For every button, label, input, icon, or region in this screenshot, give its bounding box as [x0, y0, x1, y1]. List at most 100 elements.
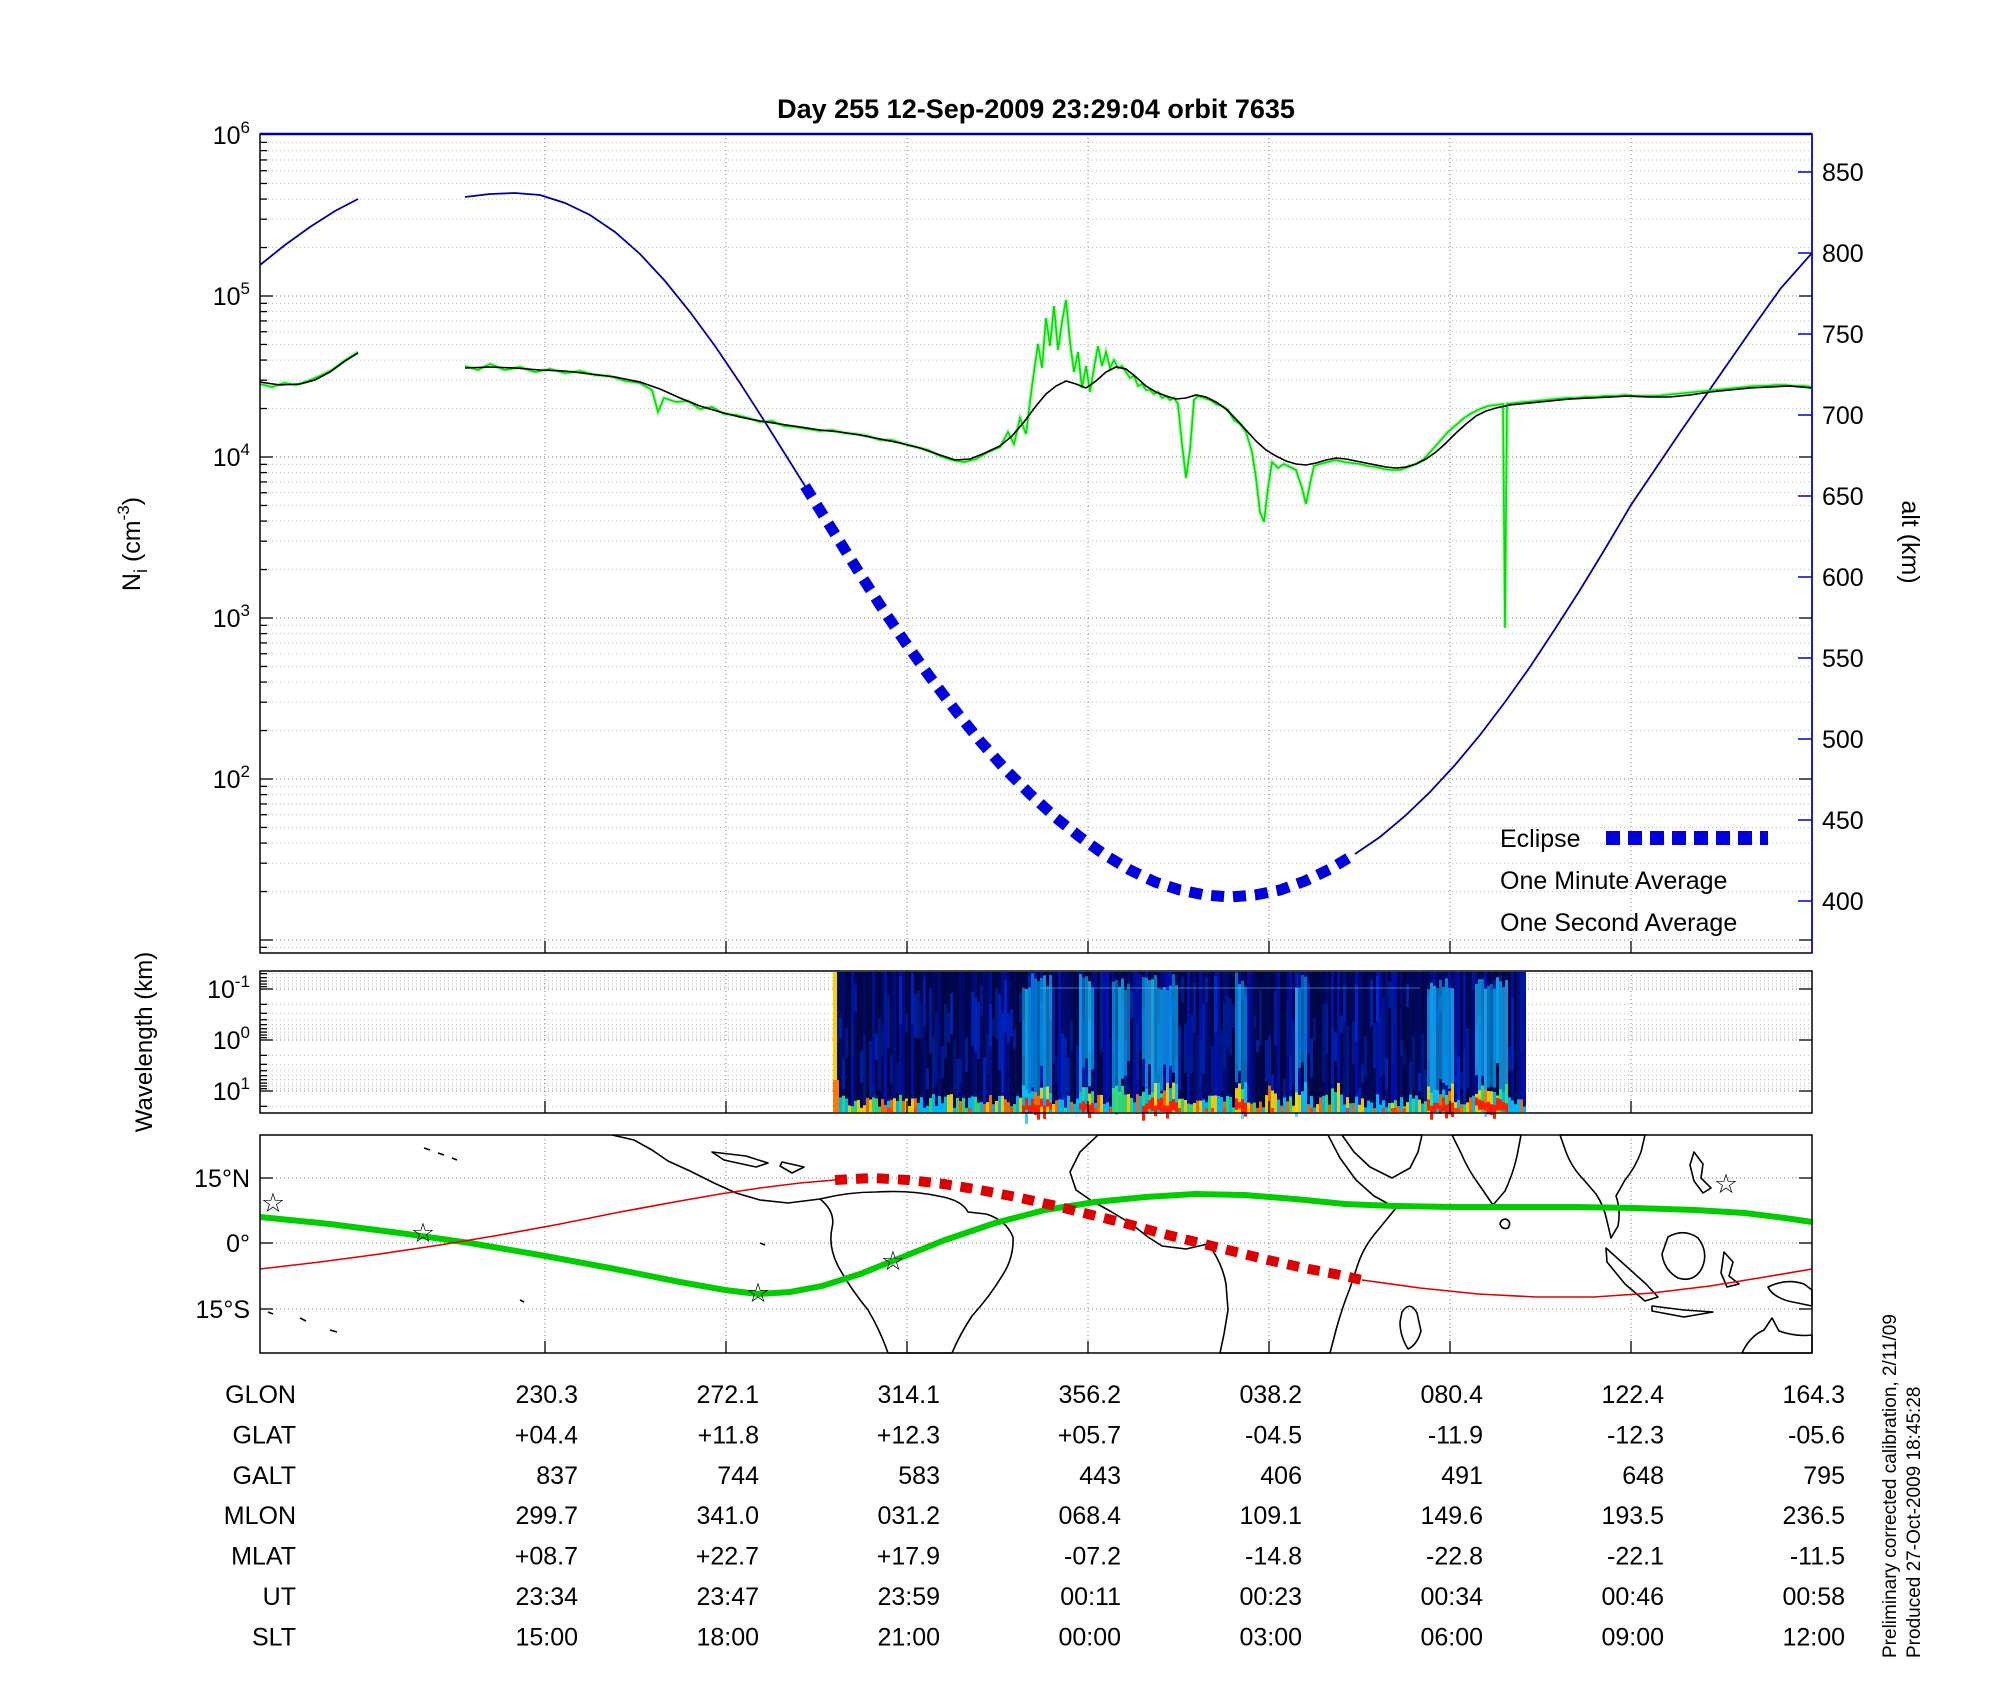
- spectro-streak: [890, 1055, 893, 1084]
- coast-indochina-malay: [1559, 1134, 1646, 1239]
- spectro-col: [1397, 972, 1400, 1112]
- spectro-turbulence: [1172, 1082, 1175, 1112]
- spectro-turbulence: [1187, 1103, 1190, 1112]
- map-stars: ☆ ☆ ☆ ☆ ☆: [261, 1169, 1738, 1308]
- spectro-turbulence: [1163, 1090, 1166, 1112]
- world-coastlines: [267, 1134, 1813, 1354]
- axis-ticks: [260, 141, 1812, 1353]
- map-tracks: [259, 1172, 1813, 1298]
- spectro-turbulence: [1103, 1103, 1106, 1112]
- spectro-turbulence: [923, 1107, 926, 1112]
- spectro-streak: [1394, 1002, 1397, 1030]
- spectro-col: [1262, 972, 1265, 1112]
- spectro-burst: [1484, 988, 1487, 1117]
- table-cell: 00:00: [1058, 1623, 1121, 1651]
- spectro-col: [1415, 972, 1418, 1112]
- star-icon: ☆: [411, 1218, 435, 1248]
- spectro-turbulence: [1304, 1082, 1307, 1112]
- wavelength-axis-label: Wavelength (km): [131, 952, 158, 1133]
- spectro-turbulence: [1166, 1082, 1169, 1112]
- spectro-red: [1451, 1102, 1454, 1117]
- table-row-label: UT: [263, 1583, 296, 1611]
- spectro-col: [1328, 972, 1331, 1112]
- spectro-red: [1145, 1103, 1148, 1113]
- spectro-streak: [917, 990, 920, 1038]
- spectro-turbulence: [1262, 1107, 1265, 1112]
- spectro-red: [1178, 1108, 1181, 1112]
- spectro-streak: [1346, 1026, 1349, 1100]
- spectro-turbulence: [1424, 1101, 1427, 1112]
- spectro-turbulence: [875, 1098, 878, 1112]
- altitude-tick-label: 650: [1822, 483, 1864, 511]
- spectro-col: [1523, 972, 1526, 1112]
- spectro-col: [839, 972, 842, 1112]
- spectro-red: [1154, 1105, 1157, 1117]
- table-cell: 744: [717, 1462, 759, 1490]
- spectro-streak: [1223, 1002, 1226, 1068]
- spectro-streak: [1292, 1019, 1295, 1086]
- spectro-turbulence: [1193, 1103, 1196, 1112]
- spectro-streak: [920, 1003, 923, 1039]
- spectro-turbulence: [1466, 1102, 1469, 1112]
- spectro-red: [1025, 1097, 1028, 1110]
- altitude-tick-label: 800: [1822, 240, 1864, 268]
- spectro-turbulence: [1037, 1095, 1040, 1112]
- spectro-streak: [1226, 995, 1229, 1048]
- spectro-streak: [947, 1012, 950, 1043]
- spectro-turbulence: [1421, 1103, 1424, 1112]
- spectro-streak: [1457, 1056, 1460, 1106]
- spectro-col: [920, 972, 923, 1112]
- table-cell: 23:59: [877, 1583, 940, 1611]
- table-cell: 837: [536, 1462, 578, 1490]
- spectro-streak: [1271, 1074, 1274, 1100]
- spectro-red: [1484, 1102, 1487, 1111]
- spectro-streak: [1409, 1061, 1412, 1097]
- spectro-streak: [1454, 1050, 1457, 1094]
- spectro-turbulence: [1454, 1101, 1457, 1112]
- spectro-burst: [1169, 985, 1172, 1067]
- spectro-streak: [1196, 1034, 1199, 1101]
- spectro-turbulence: [1493, 1091, 1496, 1112]
- spectro-col: [1403, 972, 1406, 1112]
- spectro-turbulence: [1436, 1090, 1439, 1112]
- spectro-streak: [1010, 1009, 1013, 1037]
- spectro-turbulence: [1427, 1086, 1430, 1112]
- spectro-streak: [974, 997, 977, 1053]
- spectro-turbulence: [1178, 1098, 1181, 1112]
- spectro-turbulence: [1217, 1095, 1220, 1112]
- spectro-red: [1244, 1102, 1247, 1117]
- spectro-turbulence: [1457, 1100, 1460, 1112]
- spectro-turbulence: [842, 1095, 845, 1112]
- spectro-red: [1088, 1104, 1091, 1118]
- spectro-turbulence: [1274, 1093, 1277, 1112]
- spectro-col: [1289, 972, 1292, 1112]
- spectro-streak: [1313, 1017, 1316, 1042]
- table-row-label: SLT: [252, 1623, 296, 1651]
- spectro-col: [860, 972, 863, 1112]
- spectro-turbulence: [1181, 1098, 1184, 1112]
- spectro-turbulence: [848, 1105, 851, 1112]
- spectro-red: [1505, 1103, 1508, 1113]
- spectro-turbulence: [1091, 1091, 1094, 1112]
- spectro-streak: [971, 991, 974, 1047]
- ground-track: [259, 1179, 836, 1270]
- spectro-turbulence: [1430, 1092, 1433, 1112]
- spectro-streak: [1391, 987, 1394, 1065]
- spectro-turbulence: [1121, 1085, 1124, 1112]
- table-cell: 23:34: [515, 1583, 578, 1611]
- spectro-red: [1235, 1098, 1238, 1110]
- spectro-red: [1346, 1108, 1349, 1112]
- spectro-col: [1385, 972, 1388, 1112]
- spectro-turbulence: [1382, 1100, 1385, 1112]
- spectro-burst: [1118, 986, 1121, 1096]
- spectro-turbulence: [1115, 1085, 1118, 1112]
- spectro-col: [1253, 972, 1256, 1112]
- spectro-burst: [1031, 973, 1034, 1088]
- spectro-turbulence: [896, 1100, 899, 1112]
- spectro-burst: [1082, 977, 1085, 1068]
- table-cell: 00:23: [1239, 1583, 1302, 1611]
- spectro-col: [911, 972, 914, 1112]
- coast-cuba-hispaniola: [711, 1151, 805, 1174]
- spectro-streak: [1343, 984, 1346, 1023]
